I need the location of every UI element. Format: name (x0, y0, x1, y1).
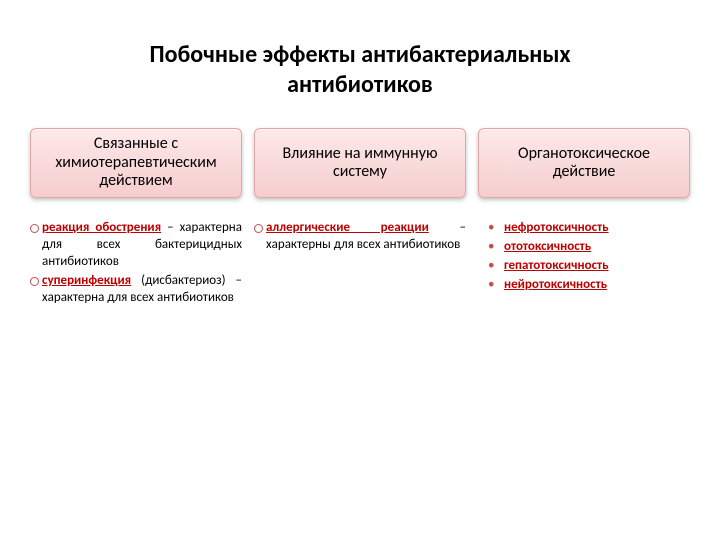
col3-bullet-4-text: нейротоксичность (504, 277, 607, 292)
column-1: Связанные с химиотерапевтическим действи… (30, 128, 242, 308)
column-2-header: Влияние на иммунную систему (254, 128, 466, 198)
col1-item-1: реакция обострения – характерна для всех… (30, 220, 242, 271)
column-2: Влияние на иммунную систему аллергически… (254, 128, 466, 308)
title-line2: антибиотиков (287, 70, 433, 99)
column-1-header: Связанные с химиотерапевтическим действи… (30, 128, 242, 198)
column-3-body: нефротоксичность ототоксичность гепатото… (478, 220, 690, 294)
col1-item-2: суперинфекция (дисбактериоз) – характерн… (30, 273, 242, 307)
col1-item-1-highlight: реакция обострения (42, 220, 161, 235)
col3-bullet-4: нейротоксичность (478, 277, 690, 294)
col3-bullet-2: ототоксичность (478, 239, 690, 256)
title-line1: Побочные эффекты антибактериальных (149, 40, 570, 69)
column-1-body: реакция обострения – характерна для всех… (30, 220, 242, 306)
col3-bullet-1-text: нефротоксичность (504, 220, 609, 235)
col3-bullet-3-text: гепатотоксичность (504, 258, 609, 273)
column-3-header: Органотоксическое действие (478, 128, 690, 198)
col3-bullet-2-text: ототоксичность (504, 239, 591, 254)
columns-container: Связанные с химиотерапевтическим действи… (30, 128, 690, 308)
col2-item-1: аллергические реакции – характерны для в… (254, 220, 466, 254)
slide-title: Побочные эффекты антибактериальных антиб… (30, 40, 690, 100)
column-3-header-text: Органотоксическое действие (485, 145, 683, 182)
column-2-body: аллергические реакции – характерны для в… (254, 220, 466, 254)
column-2-header-text: Влияние на иммунную систему (261, 145, 459, 182)
col3-bullet-1: нефротоксичность (478, 220, 690, 237)
col3-bullet-3: гепатотоксичность (478, 258, 690, 275)
col2-item-1-highlight: аллергические реакции (266, 220, 429, 235)
column-1-header-text: Связанные с химиотерапевтическим действи… (37, 135, 235, 190)
column-3: Органотоксическое действие нефротоксично… (478, 128, 690, 308)
col1-item-2-highlight: суперинфекция (42, 273, 131, 288)
